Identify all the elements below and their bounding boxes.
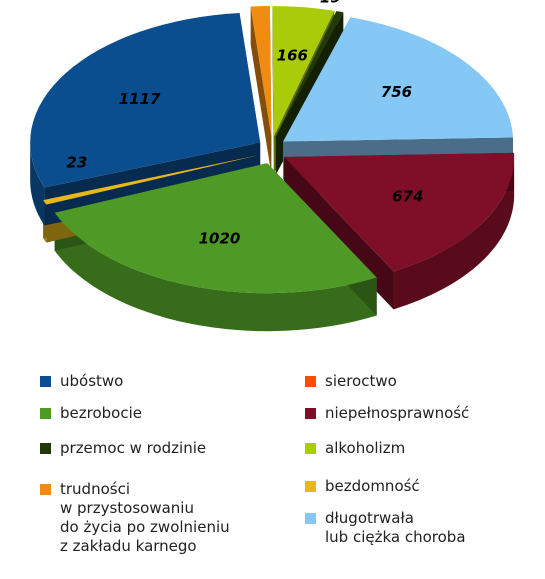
- legend-swatch: [40, 376, 51, 387]
- legend-label: bezrobocie: [60, 404, 142, 422]
- slice: [272, 6, 335, 137]
- data-label: 19: [320, 0, 341, 6]
- legend-swatch: [40, 443, 51, 454]
- legend-label: sieroctwo: [325, 372, 397, 390]
- slice-face: [272, 6, 274, 175]
- data-label: 674: [392, 188, 423, 206]
- legend-swatch: [305, 443, 316, 454]
- legend-label: ubóstwo: [60, 372, 124, 390]
- pie-area: 51 166 19 756 674 1020 23 1117: [30, 0, 515, 332]
- legend-label: niepełnosprawność: [325, 404, 470, 422]
- legend-label: długotrwała lub ciężka choroba: [325, 509, 466, 546]
- legend-label: alkoholizm: [325, 439, 406, 457]
- data-label: 166: [277, 47, 308, 65]
- slice: [283, 17, 514, 142]
- slice-side: [393, 156, 515, 310]
- legend-swatch: [40, 408, 51, 419]
- slice: [275, 11, 344, 137]
- slice: [284, 152, 515, 272]
- legend-swatch: [305, 408, 316, 419]
- data-label: 756: [381, 83, 412, 101]
- legend-label: przemoc w rodzinie: [60, 439, 207, 457]
- data-label: 1117: [119, 90, 161, 108]
- slice-side: [30, 142, 45, 226]
- slice: [250, 6, 272, 137]
- slice: [43, 155, 259, 205]
- slice-side: [54, 212, 377, 332]
- slice-tops: [30, 6, 515, 294]
- legend-label: bezdomność: [325, 477, 420, 495]
- slice-face: [250, 6, 272, 175]
- slice: [30, 13, 261, 188]
- slice: [54, 163, 377, 294]
- legend-swatch: [305, 376, 316, 387]
- data-label: 23: [66, 153, 87, 171]
- legend-swatch: [40, 484, 51, 495]
- legend-swatch: [305, 513, 316, 524]
- legend-label: trudności w przystosowaniu do życia po z…: [60, 480, 230, 555]
- data-label: 1020: [199, 230, 241, 248]
- data-label: 51: [251, 0, 272, 2]
- legend-swatch: [305, 481, 316, 492]
